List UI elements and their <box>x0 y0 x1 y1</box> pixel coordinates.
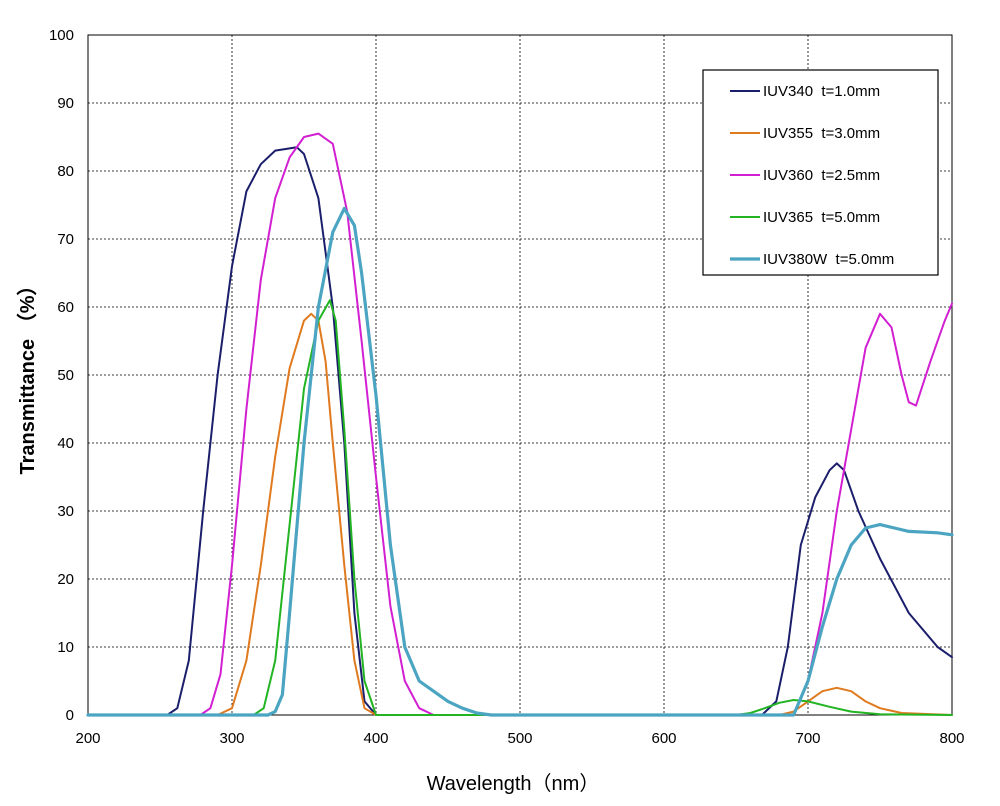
y-tick-label: 80 <box>57 163 74 180</box>
y-tick-label: 50 <box>57 367 74 384</box>
legend-label: IUV360 t=2.5mm <box>763 167 880 184</box>
legend-label: IUV380W t=5.0mm <box>763 251 894 268</box>
series-line-2 <box>87 312 953 716</box>
y-tick-label: 0 <box>66 707 74 724</box>
x-tick-label: 200 <box>75 730 100 747</box>
y-tick-label: 70 <box>57 231 74 248</box>
series-line-1 <box>87 146 953 716</box>
x-tick-label: 700 <box>795 730 820 747</box>
x-tick-label: 600 <box>651 730 676 747</box>
legend: IUV340 t=1.0mm IUV355 t=3.0mm IUV360 t=2.5… <box>702 69 939 276</box>
y-tick-label: 10 <box>57 639 74 656</box>
x-tick-label: 500 <box>507 730 532 747</box>
legend-box <box>702 69 939 276</box>
y-tick-label: 20 <box>57 571 74 588</box>
series-line-4 <box>87 299 953 716</box>
y-tick-label: 60 <box>57 299 74 316</box>
grid <box>88 35 952 715</box>
legend-label: IUV340 t=1.0mm <box>763 83 880 100</box>
series-line-3 <box>87 132 953 716</box>
series-line-5 <box>86 206 954 717</box>
legend-label: IUV365 t=5.0mm <box>763 209 880 226</box>
x-tick-label: 300 <box>219 730 244 747</box>
y-tick-label: 30 <box>57 503 74 520</box>
y-axis-title: Transmittance （%） <box>16 276 39 475</box>
series-lines <box>86 132 954 717</box>
x-tick-label: 800 <box>939 730 964 747</box>
y-tick-label: 40 <box>57 435 74 452</box>
y-tick-label: 90 <box>57 95 74 112</box>
x-axis-title: Wavelength（nm） <box>427 772 600 795</box>
legend-label: IUV355 t=3.0mm <box>763 125 880 142</box>
y-tick-label: 100 <box>49 27 74 44</box>
tick-labels: 200 300 400 500 600 700 800 0 10 20 30 40 50 60 70 80 90… <box>49 27 965 747</box>
x-tick-label: 400 <box>363 730 388 747</box>
